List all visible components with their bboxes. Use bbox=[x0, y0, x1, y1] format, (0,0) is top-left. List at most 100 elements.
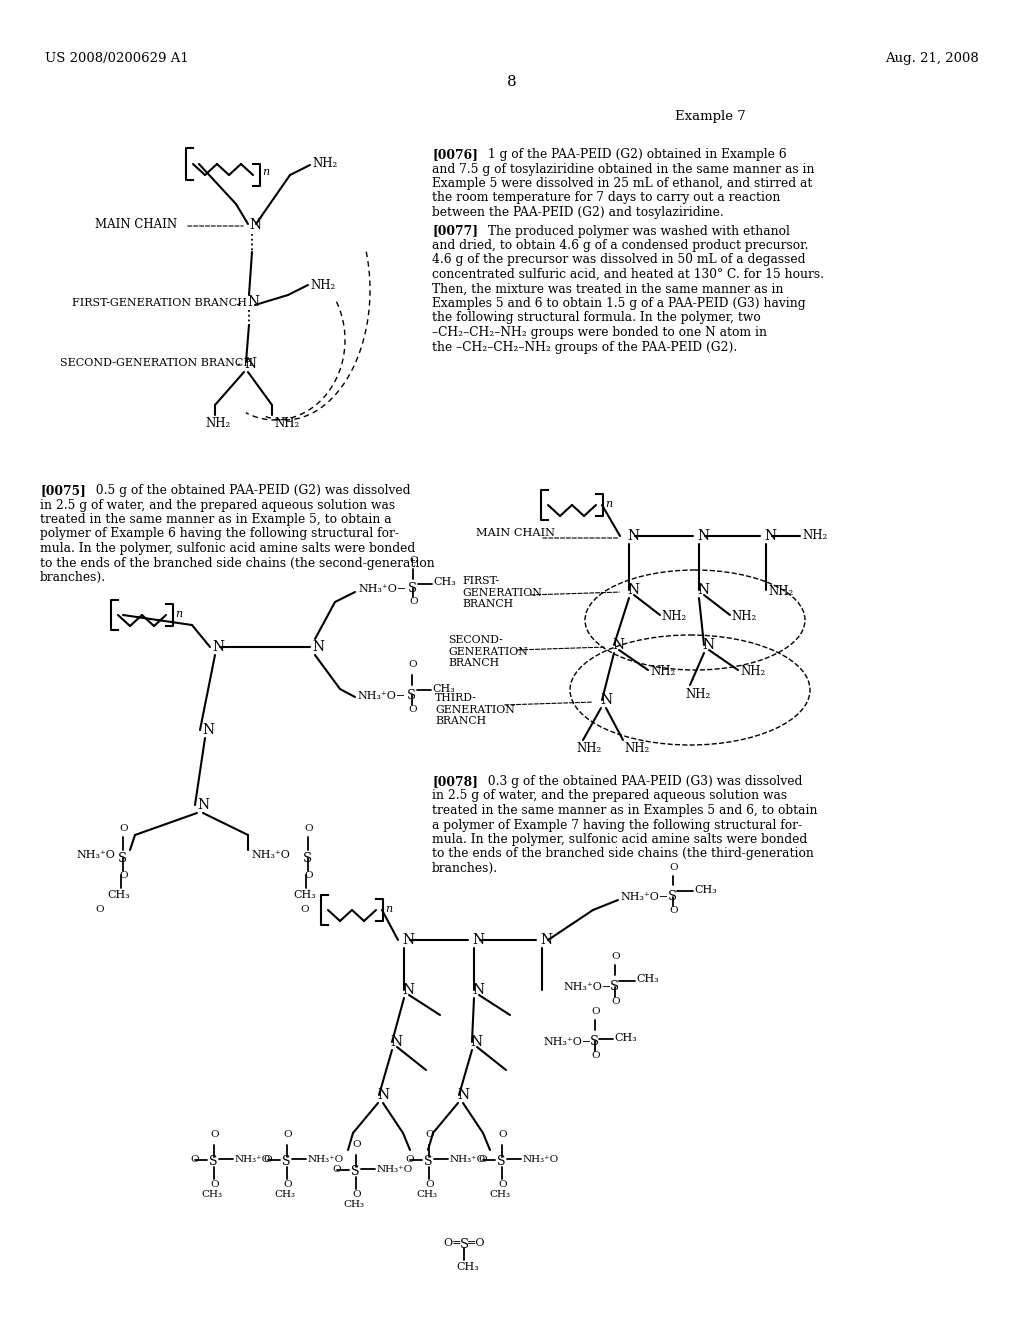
Text: CH₃: CH₃ bbox=[636, 974, 658, 983]
Text: NH₃⁺O: NH₃⁺O bbox=[308, 1155, 344, 1164]
Text: S: S bbox=[351, 1166, 359, 1177]
Text: THIRD-
GENERATION
BRANCH: THIRD- GENERATION BRANCH bbox=[435, 693, 515, 726]
Text: N: N bbox=[197, 799, 209, 812]
Text: N: N bbox=[390, 1035, 402, 1049]
Text: NH₂: NH₂ bbox=[802, 529, 827, 543]
Text: S: S bbox=[460, 1238, 469, 1251]
Text: [0076]: [0076] bbox=[432, 148, 478, 161]
Text: =O: =O bbox=[467, 1238, 485, 1247]
Text: [0077]: [0077] bbox=[432, 224, 478, 238]
Text: mula. In the polymer, sulfonic acid amine salts were bonded: mula. In the polymer, sulfonic acid amin… bbox=[40, 543, 416, 554]
Text: NH₂: NH₂ bbox=[624, 742, 649, 755]
Text: 0.3 g of the obtained PAA-PEID (G3) was dissolved: 0.3 g of the obtained PAA-PEID (G3) was … bbox=[484, 775, 803, 788]
Text: CH₃: CH₃ bbox=[489, 1191, 510, 1199]
Text: NH₃⁺O: NH₃⁺O bbox=[251, 850, 290, 861]
Text: and dried, to obtain 4.6 g of a condensed product precursor.: and dried, to obtain 4.6 g of a condense… bbox=[432, 239, 809, 252]
Text: S: S bbox=[590, 1035, 599, 1048]
Text: NH₃⁺O−: NH₃⁺O− bbox=[358, 583, 407, 594]
Text: CH₃: CH₃ bbox=[343, 1200, 364, 1209]
Text: O=: O= bbox=[443, 1238, 462, 1247]
Text: polymer of Example 6 having the following structural for-: polymer of Example 6 having the followin… bbox=[40, 528, 399, 540]
Text: CH₃: CH₃ bbox=[433, 577, 456, 587]
Text: CH₃: CH₃ bbox=[201, 1191, 222, 1199]
Text: NH₂: NH₂ bbox=[662, 610, 686, 623]
Text: N: N bbox=[540, 933, 552, 946]
Text: Example 5 were dissolved in 25 mL of ethanol, and stirred at: Example 5 were dissolved in 25 mL of eth… bbox=[432, 177, 812, 190]
Text: Example 7: Example 7 bbox=[675, 110, 745, 123]
Text: NH₃⁺O−: NH₃⁺O− bbox=[357, 690, 406, 701]
Text: N: N bbox=[702, 638, 714, 652]
Text: NH₂: NH₂ bbox=[274, 417, 299, 430]
Text: N: N bbox=[202, 723, 214, 737]
Text: N: N bbox=[600, 693, 612, 708]
Text: between the PAA-PEID (G2) and tosylaziridine.: between the PAA-PEID (G2) and tosylaziri… bbox=[432, 206, 724, 219]
Text: O: O bbox=[669, 863, 678, 873]
Text: O: O bbox=[190, 1155, 199, 1164]
Text: n: n bbox=[605, 499, 612, 510]
Text: –CH₂–CH₂–NH₂ groups were bonded to one N atom in: –CH₂–CH₂–NH₂ groups were bonded to one N… bbox=[432, 326, 767, 339]
Text: CH₃: CH₃ bbox=[456, 1262, 479, 1272]
Text: S: S bbox=[209, 1155, 217, 1168]
Text: O: O bbox=[283, 1130, 292, 1139]
Text: FIRST-
GENERATION
BRANCH: FIRST- GENERATION BRANCH bbox=[462, 576, 542, 610]
Text: O: O bbox=[498, 1180, 507, 1189]
Text: N: N bbox=[402, 933, 414, 946]
Text: NH₂: NH₂ bbox=[312, 157, 337, 170]
Text: n: n bbox=[175, 609, 182, 619]
Text: O: O bbox=[611, 952, 620, 961]
Text: N: N bbox=[247, 294, 259, 309]
Text: concentrated sulfuric acid, and heated at 130° C. for 15 hours.: concentrated sulfuric acid, and heated a… bbox=[432, 268, 824, 281]
Text: NH₂: NH₂ bbox=[685, 688, 711, 701]
Text: 1 g of the PAA-PEID (G2) obtained in Example 6: 1 g of the PAA-PEID (G2) obtained in Exa… bbox=[484, 148, 786, 161]
Text: S: S bbox=[118, 851, 127, 865]
Text: N: N bbox=[472, 933, 484, 946]
Text: US 2008/0200629 A1: US 2008/0200629 A1 bbox=[45, 51, 188, 65]
Text: CH₃: CH₃ bbox=[694, 884, 717, 895]
Text: S: S bbox=[303, 851, 312, 865]
Text: O: O bbox=[409, 597, 418, 606]
Text: FIRST-GENERATION BRANCH: FIRST-GENERATION BRANCH bbox=[72, 298, 247, 308]
Text: O: O bbox=[283, 1180, 292, 1189]
Text: N: N bbox=[457, 1088, 469, 1102]
Text: NH₂: NH₂ bbox=[650, 665, 675, 678]
Text: CH₃: CH₃ bbox=[106, 890, 130, 900]
Text: to the ends of the branched side chains (the second-generation: to the ends of the branched side chains … bbox=[40, 557, 435, 569]
Text: The produced polymer was washed with ethanol: The produced polymer was washed with eth… bbox=[484, 224, 790, 238]
Text: N: N bbox=[212, 640, 224, 653]
Text: and 7.5 g of tosylaziridine obtained in the same manner as in: and 7.5 g of tosylaziridine obtained in … bbox=[432, 162, 814, 176]
Text: in 2.5 g of water, and the prepared aqueous solution was: in 2.5 g of water, and the prepared aque… bbox=[40, 499, 395, 511]
Text: O: O bbox=[425, 1130, 433, 1139]
Text: O: O bbox=[409, 556, 418, 565]
Text: NH₂: NH₂ bbox=[731, 610, 757, 623]
Text: treated in the same manner as in Example 5, to obtain a: treated in the same manner as in Example… bbox=[40, 513, 391, 525]
Text: N: N bbox=[402, 983, 414, 997]
Text: S: S bbox=[668, 890, 677, 903]
Text: S: S bbox=[497, 1155, 506, 1168]
Text: O: O bbox=[406, 1155, 414, 1164]
Text: NH₃⁺O: NH₃⁺O bbox=[377, 1166, 414, 1173]
Text: Aug. 21, 2008: Aug. 21, 2008 bbox=[886, 51, 979, 65]
Text: O: O bbox=[119, 824, 128, 833]
Text: treated in the same manner as in Examples 5 and 6, to obtain: treated in the same manner as in Example… bbox=[432, 804, 817, 817]
Text: the room temperature for 7 days to carry out a reaction: the room temperature for 7 days to carry… bbox=[432, 191, 780, 205]
Text: MAIN CHAIN: MAIN CHAIN bbox=[476, 528, 555, 539]
Text: N: N bbox=[627, 583, 639, 597]
Text: N: N bbox=[612, 638, 624, 652]
Text: SECOND-
GENERATION
BRANCH: SECOND- GENERATION BRANCH bbox=[449, 635, 527, 668]
Text: O: O bbox=[669, 906, 678, 915]
Text: O: O bbox=[498, 1130, 507, 1139]
Text: Then, the mixture was treated in the same manner as in: Then, the mixture was treated in the sam… bbox=[432, 282, 783, 296]
Text: a polymer of Example 7 having the following structural for-: a polymer of Example 7 having the follow… bbox=[432, 818, 802, 832]
Text: S: S bbox=[424, 1155, 432, 1168]
Text: O: O bbox=[332, 1166, 341, 1173]
Text: NH₂: NH₂ bbox=[310, 279, 335, 292]
Text: branches).: branches). bbox=[40, 572, 106, 583]
Text: 0.5 g of the obtained PAA-PEID (G2) was dissolved: 0.5 g of the obtained PAA-PEID (G2) was … bbox=[92, 484, 411, 498]
Text: O: O bbox=[591, 1051, 600, 1060]
Text: [0078]: [0078] bbox=[432, 775, 478, 788]
Text: S: S bbox=[407, 689, 416, 702]
Text: O: O bbox=[263, 1155, 271, 1164]
Text: to the ends of the branched side chains (the third-generation: to the ends of the branched side chains … bbox=[432, 847, 814, 861]
Text: n: n bbox=[262, 168, 269, 177]
Text: O: O bbox=[210, 1180, 219, 1189]
